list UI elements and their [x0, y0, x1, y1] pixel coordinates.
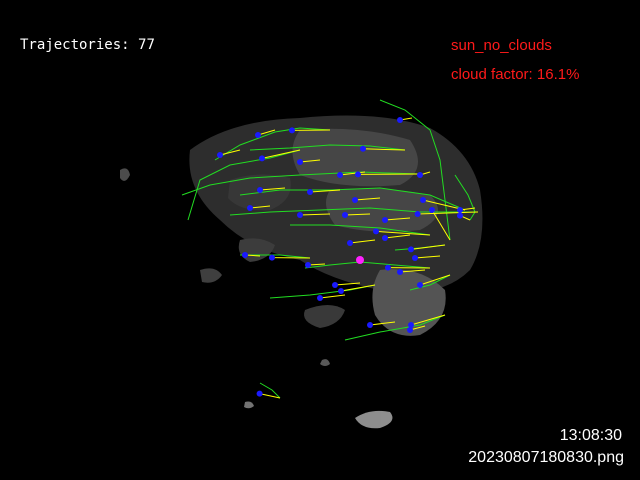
motion-vector: [414, 255, 441, 259]
tracked-feature-dot: [259, 155, 265, 162]
tracked-feature-dot: [408, 246, 414, 253]
tracked-feature-dot: [332, 282, 338, 288]
cloud-factor-readout: cloud factor: 16.1%: [451, 67, 579, 82]
tracked-feature-dot: [382, 235, 388, 241]
tracked-feature-dot: [407, 327, 413, 333]
motion-vector: [219, 149, 241, 156]
trajectory-line: [214, 127, 331, 161]
motion-vector: [340, 284, 376, 292]
filename-label: 20230807180830.png: [468, 449, 624, 466]
motion-vector: [344, 213, 371, 216]
tracked-feature-dot: [382, 217, 388, 223]
sky-condition-label: sun_no_clouds: [451, 37, 552, 54]
motion-vector: [419, 274, 451, 286]
trajectory-line: [229, 207, 478, 216]
tracked-feature-dot: [289, 127, 295, 134]
motion-vector: [261, 149, 301, 159]
sun-position-marker: [356, 256, 364, 264]
tracked-feature-dot: [242, 252, 248, 258]
motion-vector: [249, 205, 271, 209]
motion-vector: [319, 294, 346, 299]
tracked-feature-dot: [297, 212, 303, 218]
trajectory-count-label: Trajectories:: [20, 37, 130, 53]
motion-vector: [410, 314, 446, 326]
trajectory-line: [239, 187, 466, 211]
tracked-feature-dot: [256, 390, 263, 397]
cloud-factor-label: cloud factor:: [451, 66, 533, 83]
tracked-feature-dot: [257, 187, 263, 193]
motion-vector: [375, 230, 431, 236]
motion-vector: [362, 148, 406, 151]
timestamp-label: 13:08:30: [559, 427, 622, 444]
tracked-feature-dot: [352, 197, 358, 203]
trajectory-line: [379, 99, 451, 241]
tracked-feature-dot: [297, 159, 303, 165]
trajectory-line: [259, 382, 281, 399]
motion-vector: [399, 269, 426, 273]
trajectory-line: [181, 171, 421, 196]
motion-vector: [299, 213, 331, 216]
tracked-feature-dot: [385, 264, 391, 271]
trajectory-line: [269, 284, 376, 299]
tracked-feature-dot: [412, 255, 418, 261]
motion-vector: [384, 234, 411, 239]
motion-vector: [410, 244, 446, 250]
motion-vector: [259, 393, 281, 399]
tracked-feature-dot: [305, 262, 311, 268]
trajectory-line: [240, 254, 311, 259]
motion-vector: [384, 217, 411, 221]
tracked-feature-dot: [457, 207, 463, 213]
trajectory-line: [249, 144, 406, 151]
tracked-feature-dot: [367, 322, 373, 328]
motion-vector: [349, 239, 376, 244]
tracked-feature-dot: [355, 171, 361, 178]
tracked-feature-dot: [414, 211, 421, 217]
trajectory-line: [290, 224, 431, 236]
tracked-feature-dot: [417, 172, 423, 178]
tracked-feature-dot: [457, 212, 463, 219]
motion-vector: [417, 211, 479, 215]
motion-vector: [431, 209, 451, 241]
motion-vector: [299, 159, 321, 163]
motion-vector: [334, 282, 361, 286]
tracked-feature-dot: [338, 288, 344, 294]
tracked-feature-dot: [373, 228, 379, 235]
tracked-feature-dot: [360, 145, 366, 152]
tracked-feature-dot: [397, 269, 403, 275]
tracked-feature-dot: [255, 132, 261, 138]
tracked-feature-dot: [317, 295, 323, 301]
trajectory-line: [187, 149, 301, 221]
cloud-factor-value: 16.1%: [536, 66, 580, 83]
tracked-feature-dot: [217, 152, 223, 158]
tracked-feature-dot: [247, 205, 253, 211]
tracked-feature-dot: [269, 254, 275, 261]
tracked-feature-dot: [342, 212, 348, 218]
motion-vector: [259, 187, 286, 191]
trajectory-line: [409, 274, 451, 291]
tracked-feature-dot: [408, 322, 414, 328]
tracked-feature-dot: [397, 117, 403, 123]
tracked-feature-dot: [420, 197, 426, 203]
tracked-feature-dot: [337, 172, 343, 178]
motion-vector: [309, 189, 341, 193]
motion-vector: [354, 197, 381, 201]
tracked-feature-dot: [307, 189, 313, 195]
feature-point-layer: [217, 117, 463, 397]
trajectory-line: [454, 174, 476, 221]
motion-vector: [339, 171, 366, 176]
trajectory-count-value: 77: [138, 37, 155, 53]
trajectory-line: [344, 314, 446, 341]
tracked-feature-dot: [429, 207, 435, 213]
tracked-feature-dot: [417, 282, 423, 288]
tracked-feature-dot: [347, 240, 353, 246]
motion-vector: [369, 321, 396, 326]
trajectory-count-readout: Trajectories: 77: [20, 38, 155, 52]
